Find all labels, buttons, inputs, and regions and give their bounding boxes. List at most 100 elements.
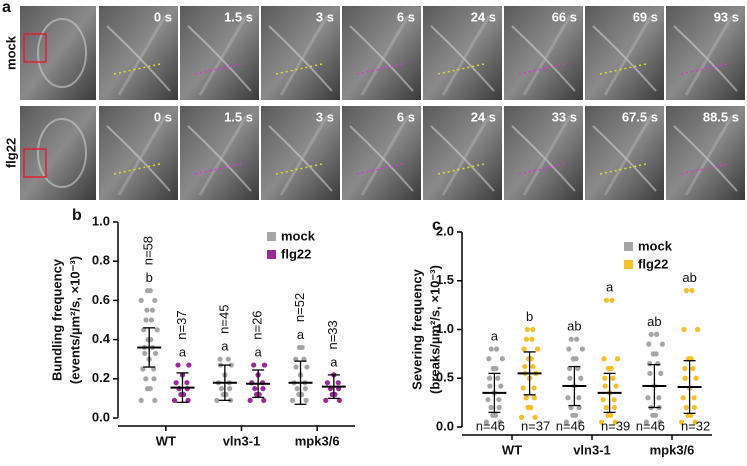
data-point — [154, 327, 160, 333]
legend-label: mock — [281, 228, 316, 243]
data-point — [143, 376, 149, 382]
data-point — [487, 383, 493, 389]
cell-outline — [37, 18, 87, 88]
data-point — [683, 287, 690, 294]
filament — [268, 125, 333, 192]
data-point — [301, 356, 307, 362]
data-point — [303, 397, 309, 403]
legend-label: flg22 — [638, 256, 668, 271]
data-point — [488, 404, 494, 411]
time-label: 67.5 s — [622, 109, 658, 124]
data-point — [147, 386, 153, 392]
roi-box — [23, 33, 47, 63]
n-label: n=46 — [636, 418, 665, 433]
data-point — [615, 356, 621, 362]
data-point — [603, 404, 609, 411]
x-tick-label: mpk3/6 — [650, 442, 695, 457]
data-point — [485, 397, 491, 403]
data-point — [520, 385, 526, 391]
legend-label: mock — [638, 238, 673, 253]
filament — [603, 15, 653, 96]
data-point — [610, 375, 616, 381]
data-point — [256, 391, 262, 398]
filament — [673, 125, 738, 192]
data-point — [260, 386, 266, 392]
significance-letter: a — [491, 328, 499, 343]
data-point — [523, 336, 530, 342]
filament — [117, 115, 167, 196]
y-tick-label: 1.0 — [436, 321, 454, 336]
data-point — [524, 326, 530, 333]
data-point — [143, 317, 149, 323]
data-point — [138, 397, 144, 403]
time-label: 1.5 s — [224, 9, 253, 24]
data-point — [692, 419, 698, 425]
roi-box — [23, 148, 47, 178]
y-tick-label: 0.2 — [92, 370, 110, 385]
data-point — [296, 344, 302, 351]
n-label: n=33 — [325, 320, 340, 349]
data-point — [532, 414, 538, 420]
data-point — [175, 362, 181, 368]
data-point — [683, 404, 689, 411]
x-tick-label: vln3-1 — [223, 433, 261, 448]
data-point — [613, 383, 619, 389]
y-tick-label: 0.4 — [92, 331, 111, 346]
data-point — [523, 395, 529, 401]
y-tick-label: 2.0 — [436, 223, 454, 238]
data-point — [578, 375, 584, 381]
data-point — [302, 386, 308, 392]
data-point — [574, 336, 580, 342]
y-axis-label: Severing frequency — [409, 268, 424, 389]
filament — [684, 15, 734, 96]
data-point — [151, 366, 157, 372]
filament — [279, 115, 329, 196]
data-point — [576, 395, 582, 401]
data-point — [654, 331, 660, 337]
data-point — [181, 391, 187, 398]
data-point — [299, 391, 305, 398]
data-point — [599, 419, 605, 425]
data-point — [483, 419, 489, 425]
data-point — [304, 364, 310, 370]
filament — [279, 15, 329, 96]
data-point — [522, 363, 528, 370]
y-tick-label: 0.0 — [436, 418, 454, 433]
time-label: 0 s — [154, 9, 172, 24]
significance-letter: a — [606, 280, 614, 295]
data-point — [658, 370, 664, 376]
legend-label: flg22 — [281, 246, 311, 261]
n-label: n=46 — [556, 418, 585, 433]
data-point — [645, 395, 651, 401]
filament — [430, 25, 495, 92]
data-point — [680, 395, 686, 401]
data-point — [497, 419, 503, 425]
data-point — [521, 346, 527, 352]
filament — [441, 115, 491, 196]
n-label: n=37 — [521, 418, 550, 433]
data-point — [608, 412, 614, 418]
time-label: 6 s — [397, 109, 415, 124]
data-point — [652, 412, 659, 418]
filament — [106, 125, 171, 192]
data-point — [486, 356, 492, 362]
data-point — [499, 356, 505, 362]
data-point — [693, 375, 699, 381]
filament — [106, 25, 171, 92]
significance-letter: a — [297, 327, 305, 342]
data-point — [570, 356, 576, 362]
n-label: n=46 — [476, 418, 505, 433]
data-point — [601, 356, 607, 362]
n-label: n=58 — [141, 236, 156, 265]
data-point — [171, 397, 178, 403]
data-point — [531, 395, 538, 401]
data-point — [289, 397, 296, 403]
y-tick-label: 1.5 — [436, 272, 454, 287]
data-point — [682, 375, 688, 381]
data-point — [140, 366, 146, 372]
data-point — [498, 383, 504, 389]
panel-label: c — [432, 217, 441, 234]
data-point — [227, 386, 233, 392]
data-point — [148, 317, 155, 323]
y-tick-label: 0.8 — [92, 253, 110, 268]
